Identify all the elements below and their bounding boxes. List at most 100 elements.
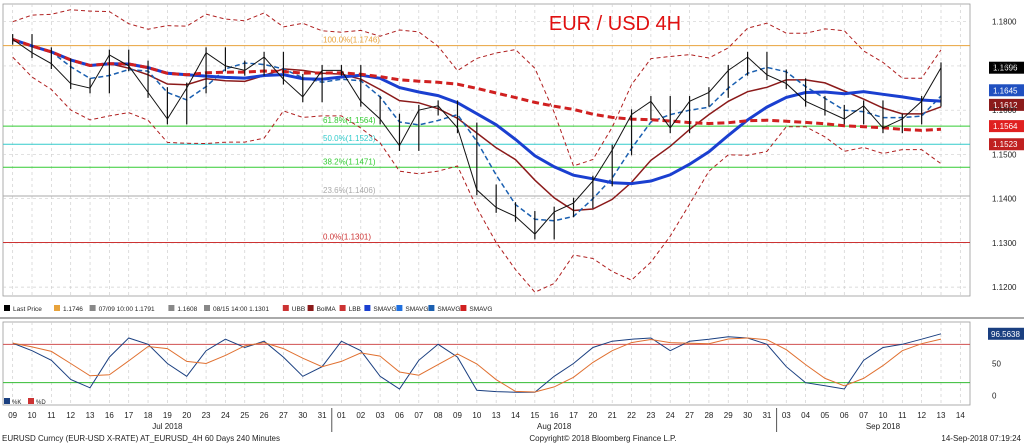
x-day-label: 30 [743, 411, 752, 420]
x-day-label: 04 [801, 411, 810, 420]
x-day-label: 27 [685, 411, 694, 420]
x-day-label: 19 [163, 411, 172, 420]
legend-swatch [54, 305, 60, 311]
legend-label: SMAVG [469, 306, 492, 313]
legend-swatch [339, 305, 346, 311]
x-day-label: 01 [337, 411, 346, 420]
legend-swatch [460, 305, 467, 311]
x-day-label: 23 [646, 411, 655, 420]
x-day-label: 12 [917, 411, 926, 420]
x-day-label: 14 [511, 411, 520, 420]
price-tag-label: 1.1564 [993, 122, 1018, 131]
fib-level-label: 23.6%(1.1406) [323, 186, 376, 195]
x-day-label: 09 [453, 411, 462, 420]
legend-label: 1.1746 [63, 306, 83, 313]
price-tag [989, 84, 1024, 97]
x-day-label: 18 [144, 411, 153, 420]
price-tag-label: 1.1523 [993, 140, 1018, 149]
x-day-label: 17 [124, 411, 133, 420]
x-day-label: 20 [182, 411, 191, 420]
stochastic-k-line [12, 333, 942, 393]
legend-swatch [4, 305, 10, 311]
oscillator-y-tick: 50 [992, 360, 1001, 369]
legend-label: SMAVG [437, 306, 460, 313]
oscillator-legend-swatch [4, 398, 10, 404]
oscillator-legend-swatch [28, 398, 34, 404]
x-day-label: 20 [588, 411, 597, 420]
price-tag [989, 98, 1024, 111]
x-day-label: 16 [105, 411, 114, 420]
x-day-label: 31 [318, 411, 327, 420]
x-day-label: 14 [956, 411, 965, 420]
x-day-label: 23 [202, 411, 211, 420]
x-day-label: 22 [627, 411, 636, 420]
fibonacci-levels: 100.0%(1.1746) 61.8%(1.1564) 50.0%(1.1523)… [3, 36, 970, 243]
legend-label: Last Price [13, 306, 42, 313]
bollinger-bands [12, 9, 942, 293]
oscillator-panel: 05010096.5638%K%D [2, 321, 1024, 406]
x-day-label: 13 [937, 411, 946, 420]
x-day-label: 24 [666, 411, 675, 420]
x-day-label: 07 [859, 411, 868, 420]
x-day-label: 03 [376, 411, 385, 420]
x-day-label: 28 [704, 411, 713, 420]
x-day-label: 10 [28, 411, 37, 420]
x-month-label: Sep 2018 [866, 422, 901, 431]
price-line [12, 38, 942, 235]
smavg-red-line [12, 37, 942, 132]
legend-label: SMAVG [373, 306, 396, 313]
x-day-label: 30 [298, 411, 307, 420]
legend-swatch [428, 305, 435, 311]
y-tick-label: 1.1400 [992, 195, 1017, 204]
chart-title: EUR / USD 4H [549, 13, 681, 35]
oscillator-legend-label: %K [12, 400, 21, 406]
legend-swatch [282, 305, 289, 311]
x-day-label: 08 [434, 411, 443, 420]
x-day-label: 02 [356, 411, 365, 420]
x-day-label: 13 [492, 411, 501, 420]
x-day-label: 11 [898, 411, 907, 420]
fib-level-label: 50.0%(1.1523) [323, 134, 376, 143]
main-legend: Last Price 1.1746 07/09 10:00 1.1791 1.1608… [4, 305, 492, 313]
x-day-label: 15 [530, 411, 539, 420]
y-tick-label: 1.1500 [992, 150, 1017, 159]
price-tag [989, 120, 1024, 133]
footer-right: 14-Sep-2018 07:19:24 [941, 434, 1021, 443]
x-day-label: 31 [762, 411, 771, 420]
x-day-label: 17 [569, 411, 578, 420]
oscillator-frame [2, 321, 971, 406]
x-day-label: 10 [472, 411, 481, 420]
x-axis: 09 10 11 12 13 16 17 18 19 20 23 24 25 26 27 30 31 01 02 03… [8, 408, 965, 432]
fib-level-label: 100.0%(1.1746) [323, 36, 380, 45]
legend-swatch [204, 305, 210, 311]
price-tag [989, 138, 1024, 151]
fib-level-label: 61.8%(1.1564) [323, 116, 376, 125]
oscillator-value-tag [988, 327, 1024, 340]
x-day-label: 26 [260, 411, 269, 420]
main-y-axis: 1.1200 1.1300 1.1400 1.1500 1.1600 1.1700 1.18… [992, 18, 1017, 292]
legend-label: 08/15 14:00 1.1301 [213, 306, 269, 313]
oscillator-y-tick: 0 [992, 391, 997, 400]
price-tag [989, 61, 1024, 74]
y-tick-label: 1.1300 [992, 239, 1017, 248]
x-day-label: 13 [86, 411, 95, 420]
x-day-label: 25 [240, 411, 249, 420]
x-day-label: 07 [414, 411, 423, 420]
upper-bollinger-band [12, 9, 942, 167]
price-tag-label: 1.1645 [993, 86, 1018, 95]
price-tag-label: 1.1612 [993, 101, 1018, 110]
x-day-label: 11 [47, 411, 56, 420]
x-day-label: 03 [782, 411, 791, 420]
legend-label: UBB [292, 306, 305, 313]
legend-swatch [396, 305, 403, 311]
y-tick-label: 1.1200 [992, 283, 1017, 292]
x-day-label: 05 [820, 411, 829, 420]
y-tick-label: 1.1600 [992, 106, 1017, 115]
footer: EURUSD Curncy (EUR-USD X-RATE) AT_EURUSD… [2, 434, 1022, 443]
footer-center: Copyright© 2018 Bloomberg Finance L.P. [529, 434, 676, 443]
legend-label: SMAVG [405, 306, 428, 313]
x-day-label: 29 [724, 411, 733, 420]
legend-label: 07/09 10:00 1.1791 [99, 306, 155, 313]
x-day-label: 27 [279, 411, 288, 420]
